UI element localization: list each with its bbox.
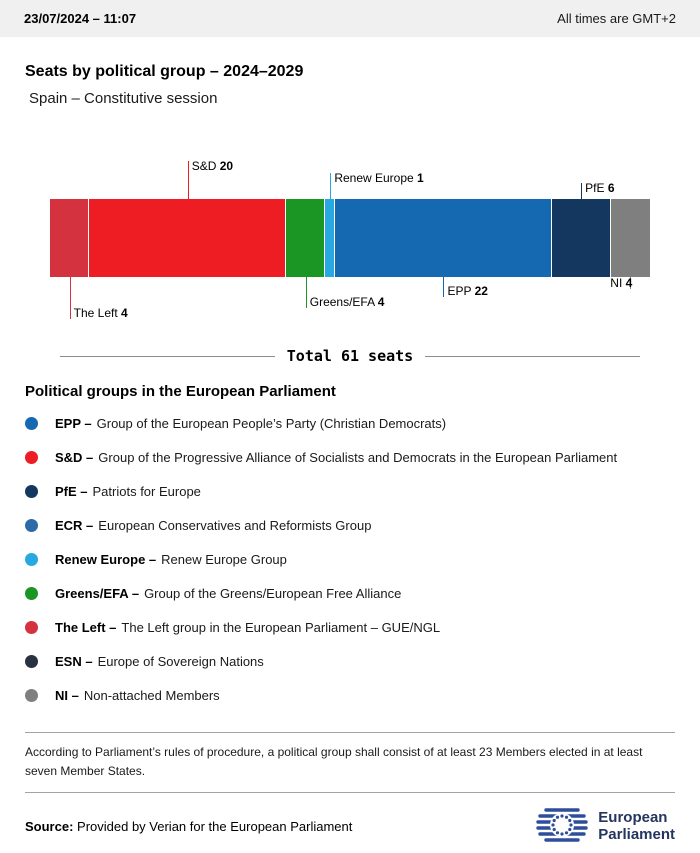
- stacked-bar: [50, 199, 650, 277]
- callout-label-renew-europe: Renew Europe 1: [334, 171, 424, 185]
- callout-label-s-d: S&D 20: [191, 159, 234, 173]
- group-abbr: S&D –: [55, 449, 94, 465]
- page-subtitle: Spain – Constitutive session: [29, 90, 218, 107]
- legend-item-sd: S&D – Group of the Progressive Alliance …: [25, 440, 675, 474]
- callout-line-epp: [443, 277, 445, 297]
- callout-line-ni: [630, 277, 632, 289]
- callout-line-renew-europe: [330, 173, 332, 199]
- divider-line-left: [60, 355, 275, 357]
- logo-word-1: European: [598, 808, 668, 826]
- header-datetime: 23/07/2024 – 11:07: [24, 11, 137, 26]
- callout-line-s-d: [187, 161, 189, 199]
- legend-item-renew: Renew Europe – Renew Europe Group: [25, 542, 675, 576]
- group-description: Patriots for Europe: [92, 483, 201, 499]
- group-abbr: Renew Europe –: [55, 551, 157, 567]
- european-parliament-logo-icon: [536, 808, 588, 842]
- group-description: Europe of Sovereign Nations: [97, 653, 264, 669]
- footnote-text: According to Parliament’s rules of proce…: [25, 745, 643, 778]
- group-abbr: PfE –: [55, 483, 88, 499]
- callout-line-greens-efa: [305, 277, 307, 308]
- callout-label-pfe: PfE 6: [585, 181, 615, 195]
- callout-line-the-left: [69, 277, 71, 319]
- logo-wordmark: European Parliament: [598, 809, 675, 844]
- header-timezone-note: All times are GMT+2: [557, 11, 676, 26]
- group-color-dot: [25, 484, 38, 498]
- group-description: Group of the European People’s Party (Ch…: [96, 415, 447, 431]
- total-seats-label: Total 61 seats: [286, 347, 414, 365]
- group-description: Non-attached Members: [83, 687, 220, 703]
- european-parliament-logo: European Parliament: [535, 805, 675, 847]
- bar-segment-the-left: [50, 199, 90, 277]
- group-color-dot: [25, 620, 38, 634]
- group-color-dot: [25, 450, 38, 464]
- page-title: Seats by political group – 2024–2029: [25, 63, 304, 80]
- source-label: Source:: [25, 818, 74, 834]
- group-color-dot: [25, 518, 38, 532]
- group-abbr: NI –: [55, 687, 79, 703]
- group-color-dot: [25, 416, 38, 430]
- legend-item-epp: EPP – Group of the European People’s Par…: [25, 406, 675, 440]
- legend-heading: Political groups in the European Parliam…: [25, 383, 336, 400]
- legend-item-greens: Greens/EFA – Group of the Greens/Europea…: [25, 576, 675, 610]
- callout-label-greens-efa: Greens/EFA 4: [309, 295, 385, 309]
- group-description: The Left group in the European Parliamen…: [121, 619, 441, 635]
- callout-line-pfe: [581, 183, 583, 199]
- bar-segment-s-d: [89, 199, 287, 277]
- group-abbr: ESN –: [55, 653, 93, 669]
- legend-item-ecr: ECR – European Conservatives and Reformi…: [25, 508, 675, 542]
- bar-segment-greens-efa: [286, 199, 326, 277]
- footer: Source: Provided by Verian for the Europ…: [25, 805, 675, 847]
- group-abbr: ECR –: [55, 517, 94, 533]
- header-bar: 23/07/2024 – 11:07 All times are GMT+2: [0, 0, 700, 37]
- callout-label-epp: EPP 22: [447, 284, 488, 298]
- legend-item-left: The Left – The Left group in the Europea…: [25, 610, 675, 644]
- total-seats-row: Total 61 seats: [60, 347, 640, 365]
- footnote-divider-top: [25, 732, 675, 733]
- bar-segment-renew-europe: [325, 199, 336, 277]
- group-description: European Conservatives and Reformists Gr…: [98, 517, 372, 533]
- logo-word-2: Parliament: [598, 826, 675, 844]
- group-description: Group of the Progressive Alliance of Soc…: [98, 449, 618, 465]
- callout-label-ni: NI 4: [610, 276, 633, 290]
- legend-list: EPP – Group of the European People’s Par…: [25, 406, 675, 712]
- group-abbr: EPP –: [55, 415, 92, 431]
- group-abbr: The Left –: [55, 619, 117, 635]
- group-abbr: Greens/EFA –: [55, 585, 140, 601]
- legend-item-pfe: PfE – Patriots for Europe: [25, 474, 675, 508]
- source-line: Source: Provided by Verian for the Europ…: [25, 819, 352, 834]
- bar-segment-epp: [335, 199, 552, 277]
- divider-line-right: [425, 355, 640, 357]
- callout-label-the-left: The Left 4: [73, 306, 128, 320]
- group-color-dot: [25, 552, 38, 566]
- group-description: Renew Europe Group: [161, 551, 287, 567]
- group-color-dot: [25, 654, 38, 668]
- source-text: Provided by Verian for the European Parl…: [77, 818, 353, 834]
- footnote-divider-bottom: [25, 792, 675, 794]
- bar-segment-pfe: [551, 199, 611, 277]
- group-description: Group of the Greens/European Free Allian…: [144, 585, 402, 601]
- group-color-dot: [25, 586, 38, 600]
- legend-item-ni: NI – Non-attached Members: [25, 678, 675, 712]
- group-color-dot: [25, 688, 38, 702]
- bar-segment-ni: [610, 199, 650, 277]
- seat-chart: The Left 4 S&D 20 Greens/EFA 4 Renew Europe…: [50, 157, 650, 333]
- legend-item-esn: ESN – Europe of Sovereign Nations: [25, 644, 675, 678]
- infographic-content: Seats by political group – 2024–2029 Spa…: [0, 63, 700, 847]
